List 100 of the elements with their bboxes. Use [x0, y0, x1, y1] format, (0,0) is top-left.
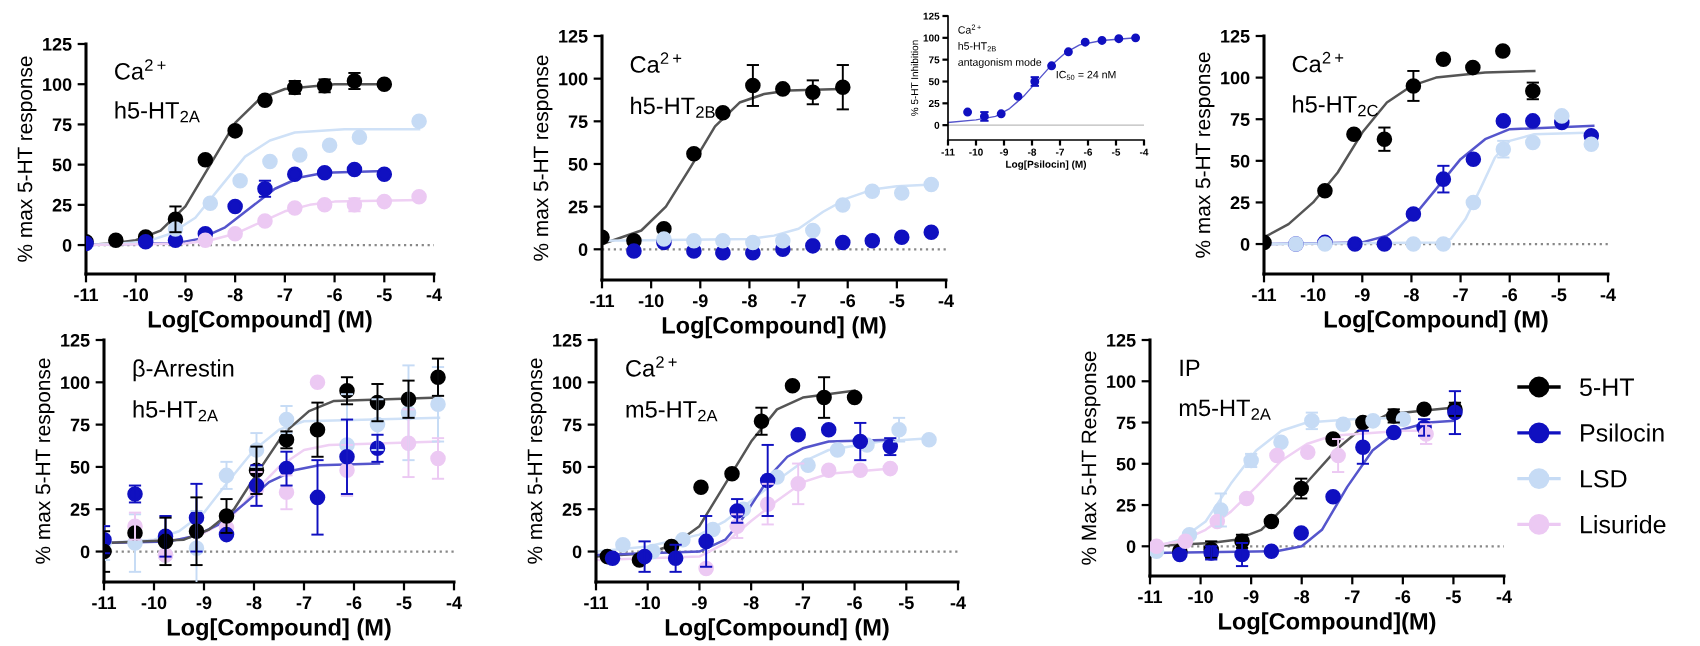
x-tick-label: -4: [1496, 590, 1512, 603]
y-axis-title: % max 5-HT response: [35, 358, 55, 564]
x-tick-label: -9: [196, 596, 212, 610]
y-tick-label: 75: [568, 115, 588, 129]
x-tick-label: -10: [638, 294, 664, 308]
y-tick-label: 25: [568, 200, 588, 214]
y-tick-label: 25: [1116, 498, 1136, 512]
x-tick-label: -7: [791, 294, 806, 307]
x-tick-label: -9: [178, 288, 193, 302]
x-tick-label: -7: [296, 596, 312, 609]
y-tick-label: 50: [1230, 154, 1250, 168]
x-tick-label: -10: [141, 596, 167, 610]
y-axis-title: % max 5-HT response: [533, 55, 553, 261]
x-tick-label: -4: [426, 288, 442, 301]
y-axis-title: % max 5-HT response: [527, 358, 547, 564]
y-tick-label: 25: [52, 198, 72, 212]
y-tick-label: 25: [1230, 196, 1250, 210]
x-tick-label: -10: [1188, 590, 1213, 604]
annotation: Ca$^{2+}$: [630, 52, 682, 73]
annotation: m5-HT$_{2A}$: [626, 401, 718, 422]
y-tick-label: 125: [559, 29, 588, 43]
x-axis-title: Log[Compound] (M): [148, 310, 372, 333]
y-tick-label: 100: [1221, 71, 1250, 85]
annotation: m5-HT$_{2A}$: [1179, 399, 1271, 420]
x-tick-label: -7: [1344, 590, 1360, 603]
x-axis-title: Log[Compound] (M): [1324, 310, 1548, 333]
x-tick-label: -11: [1252, 288, 1277, 301]
x-axis-title: Log[Compound] (M): [662, 316, 886, 339]
y-tick-label: 100: [43, 78, 72, 91]
y-tick-label: 75: [562, 418, 582, 432]
y-tick-label: 50: [568, 157, 588, 171]
y-tick-label: 75: [1116, 416, 1136, 430]
x-tick-label: -11: [74, 288, 99, 301]
x-tick-label: -10: [123, 288, 149, 302]
annotation: Ca$^{2+}$: [1292, 51, 1344, 73]
y-tick-label: 0: [62, 238, 72, 252]
x-tick-label: -7: [1453, 288, 1468, 301]
y-tick-label: 100: [559, 72, 588, 86]
x-tick-label: -6: [1502, 288, 1518, 302]
y-axis-title: % Max 5-HT Response: [1081, 351, 1101, 565]
x-tick-label: -9: [692, 294, 708, 308]
x-tick-label: -11: [584, 596, 609, 609]
y-tick-label: 75: [1230, 113, 1250, 126]
y-tick-label: 0: [578, 243, 588, 257]
annotation: h5-HT$_{2B}$: [631, 96, 715, 118]
x-tick-label: -9: [1354, 288, 1370, 302]
legend-label: Lisuride: [1581, 515, 1666, 534]
x-tick-label: -8: [246, 596, 262, 610]
y-tick-label: 50: [562, 460, 582, 474]
y-tick-label: 125: [43, 37, 72, 51]
y-tick-label: 25: [70, 503, 90, 516]
y-tick-label: 50: [70, 460, 90, 474]
x-tick-label: -6: [847, 596, 862, 610]
x-tick-label: -4: [1600, 288, 1616, 301]
x-tick-label: -11: [1138, 590, 1163, 603]
y-tick-label: 100: [61, 376, 90, 390]
y-axis-title: % max 5-HT response: [1195, 52, 1215, 258]
y-tick-label: 50: [1116, 457, 1136, 471]
x-axis-title: Log[Compound] (M): [665, 618, 889, 641]
x-tick-label: -4: [446, 596, 462, 609]
x-tick-label: -5: [889, 294, 905, 308]
y-tick-label: 100: [553, 376, 582, 390]
y-tick-label: 0: [80, 545, 90, 559]
y-axis-title: % max 5-HT response: [17, 56, 37, 262]
legend-label: LSD: [1581, 469, 1627, 488]
y-tick-label: 100: [1107, 375, 1136, 388]
annotation: Ca$^{2+}$: [626, 356, 677, 377]
x-tick-label: -10: [1300, 288, 1326, 302]
y-tick-label: 25: [562, 503, 582, 516]
annotation: h5-HT$_{2A}$: [133, 400, 218, 422]
x-tick-label: -10: [635, 596, 661, 610]
x-tick-label: -11: [590, 294, 615, 307]
x-tick-label: -8: [227, 288, 243, 302]
x-tick-label: -6: [1395, 590, 1411, 604]
y-tick-label: 50: [52, 158, 72, 172]
x-tick-label: -5: [898, 596, 914, 610]
x-tick-label: -8: [1294, 590, 1310, 604]
x-tick-label: -6: [840, 294, 856, 308]
x-tick-label: -9: [1243, 590, 1259, 604]
x-axis-title: Log[Compound](M): [1219, 612, 1436, 635]
x-tick-label: -4: [938, 294, 954, 307]
y-tick-label: 125: [1107, 333, 1136, 347]
x-tick-label: -7: [277, 288, 293, 301]
x-tick-label: -4: [950, 596, 966, 609]
y-tick-label: 125: [1221, 29, 1250, 43]
x-tick-label: -7: [795, 596, 811, 609]
y-tick-label: 125: [61, 333, 90, 347]
legend-label: Psilocin: [1581, 423, 1664, 442]
x-tick-label: -11: [92, 596, 117, 609]
annotation: h5-HT$_{2A}$: [115, 101, 200, 123]
y-tick-label: 125: [553, 333, 582, 347]
y-tick-label: 0: [1240, 237, 1250, 251]
x-tick-label: -8: [743, 596, 759, 610]
annotation: Ca$^{2+}$: [115, 59, 166, 80]
x-tick-label: -5: [1446, 590, 1461, 604]
x-tick-label: -9: [692, 596, 707, 610]
y-tick-label: 0: [572, 545, 582, 559]
x-tick-label: -5: [1551, 288, 1567, 302]
legend-label: 5-HT: [1580, 378, 1634, 396]
x-tick-label: -8: [742, 294, 757, 308]
